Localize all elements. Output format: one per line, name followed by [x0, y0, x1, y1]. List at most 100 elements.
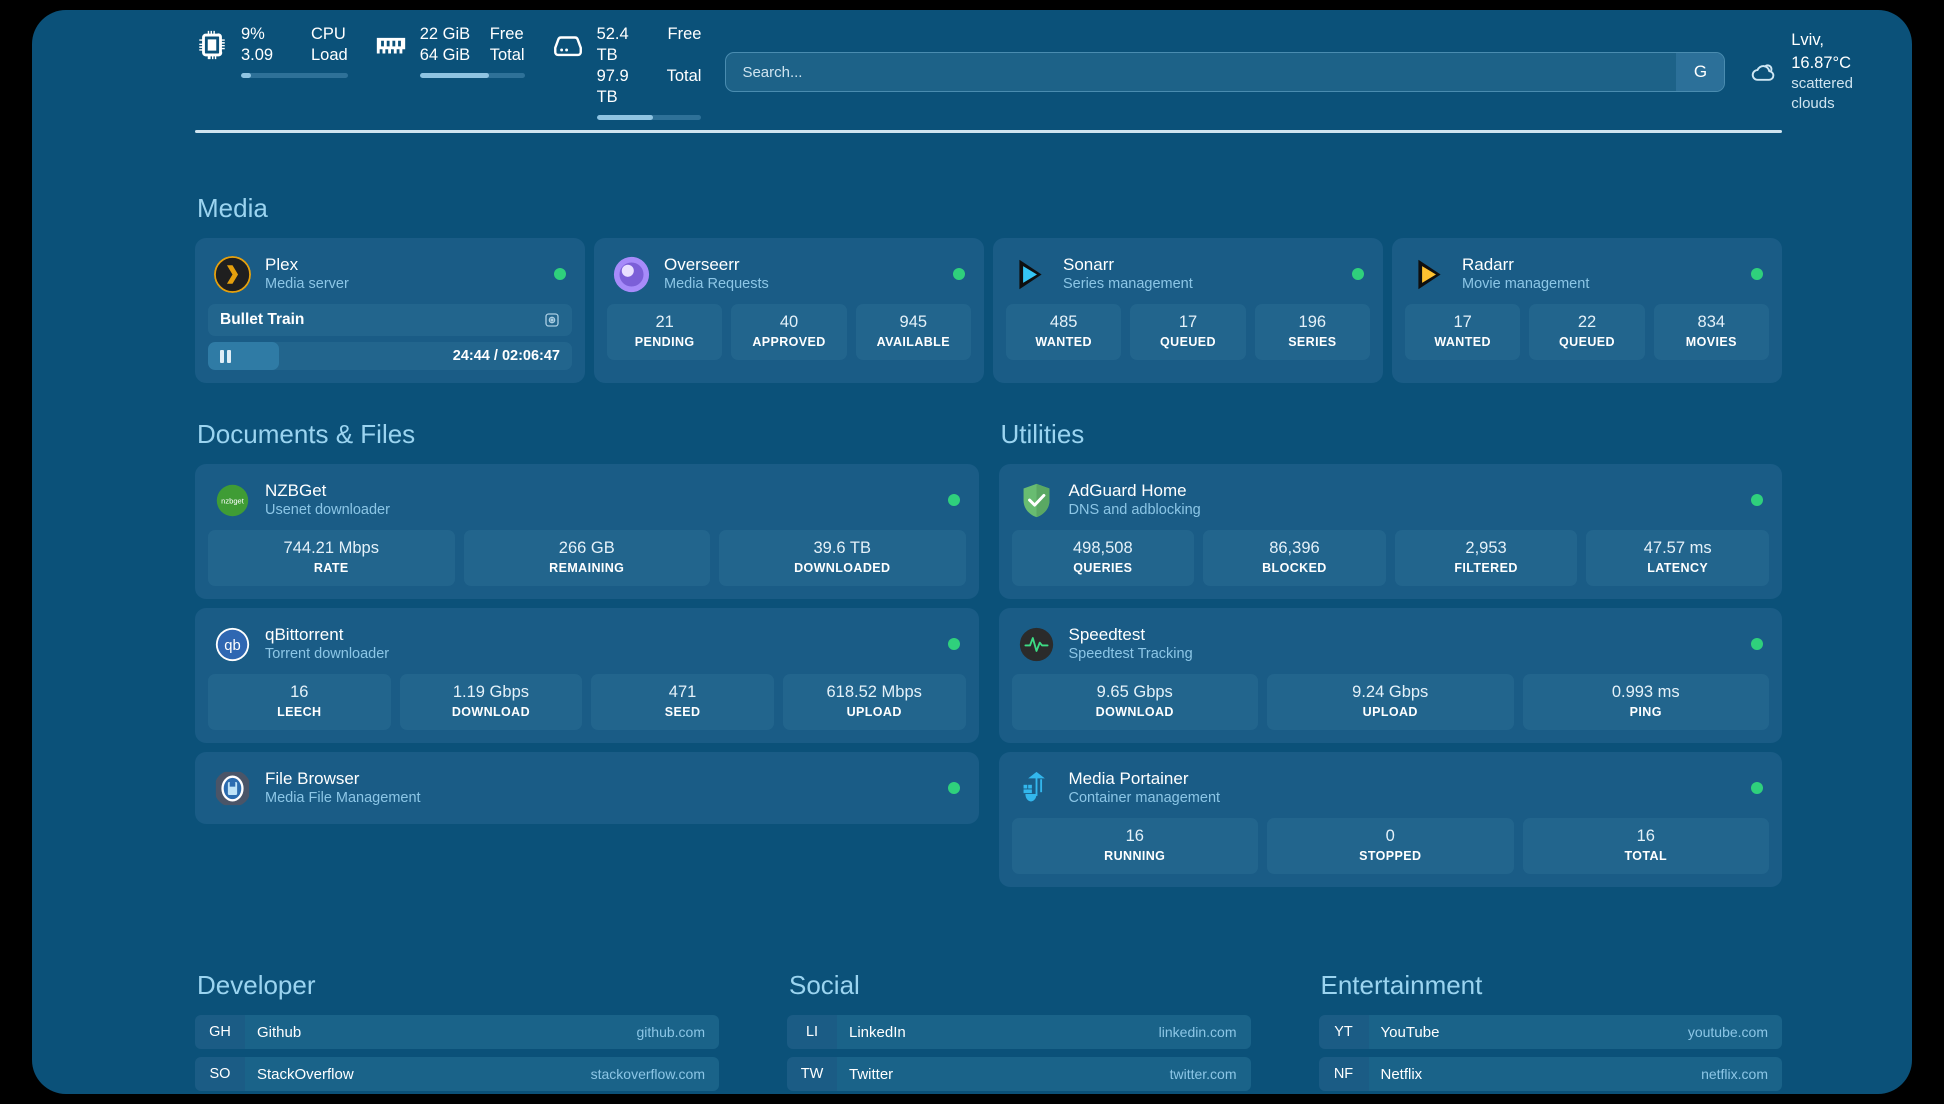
stat-item: 9.24 Gbps UPLOAD — [1267, 674, 1514, 731]
bookmark-name: LinkedIn — [849, 1023, 906, 1041]
weather-widget: Lviv, 16.87°C scattered clouds — [1749, 29, 1866, 114]
cpu-stat: 9% CPU 3.09 Load — [195, 24, 348, 78]
bookmarks-area: Developer GH Github github.com SO StackOv… — [195, 970, 1782, 1094]
qbittorrent-icon: qb — [214, 626, 251, 663]
portainer-icon — [1018, 770, 1055, 807]
service-card-sonarr[interactable]: Sonarr Series management 485 WANTED 17 QUE… — [993, 238, 1383, 384]
bookmark-title-developer: Developer — [197, 970, 316, 1001]
stat-item: 47.57 ms LATENCY — [1586, 530, 1769, 587]
bookmark-title-entertainment: Entertainment — [1320, 970, 1483, 1001]
nzbget-icon: nzbget — [214, 482, 251, 519]
bookmark-group-social: Social LI LinkedIn linkedin.com TW Twitte… — [787, 970, 1251, 1094]
memory-stat: 22 GiB Free 64 GiB Total — [374, 24, 525, 78]
bookmark-name: StackOverflow — [257, 1065, 354, 1083]
top-header: 9% CPU 3.09 Load 22 GiB Free 64 GiB Total — [195, 25, 1853, 121]
stat-item: 485 WANTED — [1006, 304, 1122, 361]
dashboard-frame: 9% CPU 3.09 Load 22 GiB Free 64 GiB Total — [32, 10, 1912, 1094]
plex-now-playing: Bullet Train — [208, 304, 572, 337]
weather-text: Lviv, 16.87°C scattered clouds — [1791, 29, 1866, 114]
svg-text:nzbget: nzbget — [221, 496, 245, 505]
bookmark-item[interactable]: LI LinkedIn linkedin.com — [787, 1015, 1251, 1050]
stat-item: 266 GB REMAINING — [463, 530, 710, 587]
service-card-nzbget[interactable]: nzbget NZBGet Usenet downloader 744.21 M… — [195, 464, 979, 600]
stat-item: 945 AVAILABLE — [855, 304, 971, 361]
service-card-plex[interactable]: Plex Media server Bullet Train — [195, 238, 585, 384]
bookmark-title-social: Social — [789, 970, 860, 1001]
service-card-overseerr[interactable]: Overseerr Media Requests 21 PENDING 40 APP… — [594, 238, 984, 384]
overseerr-desc: Media Requests — [664, 276, 769, 293]
search-engine-button[interactable]: G — [1676, 53, 1725, 91]
bookmark-item[interactable]: YT YouTube youtube.com — [1318, 1015, 1782, 1050]
stat-item: 16 LEECH — [208, 674, 391, 731]
section-title-media: Media — [197, 193, 268, 223]
utilities-section: Utilities AdGuard Home DNS and adblockin… — [998, 419, 1782, 896]
status-badge-speedtest — [1751, 638, 1763, 651]
filebrowser-icon — [214, 770, 251, 807]
bookmark-abbr: LI — [787, 1015, 837, 1050]
status-badge-qbittorrent — [947, 638, 960, 651]
status-badge-portainer — [1751, 782, 1763, 795]
bookmark-url: netflix.com — [1701, 1066, 1768, 1083]
service-card-filebrowser[interactable]: File Browser Media File Management — [195, 752, 979, 825]
media-section: Media Plex Media server — [195, 193, 1782, 384]
radarr-desc: Movie management — [1462, 276, 1590, 293]
plex-progress-row[interactable]: 24:44 / 02:06:47 — [208, 342, 572, 371]
stat-item: 16 RUNNING — [1011, 818, 1258, 875]
bookmark-item[interactable]: SO StackOverflow stackoverflow.com — [195, 1057, 719, 1092]
nzbget-desc: Usenet downloader — [265, 502, 390, 519]
plex-timecode: 24:44 / 02:06:47 — [452, 348, 560, 365]
plex-desc: Media server — [265, 276, 349, 293]
bookmark-group-developer: Developer GH Github github.com SO StackOv… — [195, 970, 719, 1094]
overseerr-name: Overseerr — [664, 255, 740, 274]
bookmark-url: twitter.com — [1169, 1066, 1237, 1083]
stat-item: 16 TOTAL — [1522, 818, 1769, 875]
bookmark-url: stackoverflow.com — [590, 1066, 705, 1083]
stat-item: 17 QUEUED — [1130, 304, 1246, 361]
memory-value-1: 22 GiB — [419, 24, 471, 43]
disk-readout: 52.4 TB Free 97.9 TB Total — [596, 24, 702, 121]
bookmark-abbr: SO — [195, 1057, 245, 1092]
stat-item: 471 SEED — [591, 674, 774, 731]
cpu-label-1: CPU — [311, 24, 346, 43]
weather-location-temp: Lviv, 16.87°C — [1791, 31, 1852, 72]
plex-icon — [214, 255, 251, 293]
portainer-name: Media Portainer — [1068, 769, 1189, 789]
stat-item: 9.65 Gbps DOWNLOAD — [1011, 674, 1258, 731]
service-card-portainer[interactable]: Media Portainer Container management 16 R… — [998, 752, 1782, 888]
bookmark-item[interactable]: NF Netflix netflix.com — [1318, 1057, 1782, 1092]
svg-text:qb: qb — [224, 638, 240, 654]
bookmark-item[interactable]: GH Github github.com — [195, 1015, 719, 1050]
memory-readout: 22 GiB Free 64 GiB Total — [419, 24, 525, 78]
service-card-qbittorrent[interactable]: qb qBittorrent Torrent downloader 16 LEEC… — [195, 608, 979, 744]
service-card-speedtest[interactable]: Speedtest Speedtest Tracking 9.65 Gbps DO… — [998, 608, 1782, 744]
disk-value-1: 52.4 TB — [596, 24, 629, 64]
gear-icon[interactable] — [544, 312, 560, 328]
bookmark-name: Netflix — [1380, 1065, 1423, 1083]
bookmark-item[interactable]: TW Twitter twitter.com — [787, 1057, 1251, 1092]
memory-label-2: Total — [489, 45, 525, 64]
disk-label-1: Free — [667, 24, 702, 43]
system-stats-group: 9% CPU 3.09 Load 22 GiB Free 64 GiB Total — [195, 24, 702, 121]
service-card-adguard[interactable]: AdGuard Home DNS and adblocking 498,508 Q… — [998, 464, 1782, 600]
stat-item: 21 PENDING — [607, 304, 723, 361]
status-badge-filebrowser — [947, 782, 960, 795]
status-badge-nzbget — [947, 494, 960, 507]
service-card-radarr[interactable]: Radarr Movie management 17 WANTED 22 QUEUE… — [1392, 238, 1782, 384]
disk-icon — [551, 28, 585, 62]
status-badge-adguard — [1751, 494, 1763, 507]
bookmark-group-entertainment: Entertainment YT YouTube youtube.com NF N… — [1318, 970, 1782, 1094]
nzbget-name: NZBGet — [265, 481, 327, 501]
bookmark-abbr: GH — [195, 1015, 245, 1050]
search-input[interactable]: Search... G — [725, 52, 1726, 92]
speedtest-icon — [1018, 626, 1055, 663]
cpu-readout: 9% CPU 3.09 Load — [241, 24, 348, 78]
plex-progress-fill — [208, 342, 279, 371]
section-title-utilities: Utilities — [1000, 419, 1085, 450]
bookmark-abbr: YT — [1318, 1015, 1369, 1050]
portainer-desc: Container management — [1068, 790, 1221, 807]
pause-icon[interactable] — [220, 349, 231, 363]
weather-condition: scattered clouds — [1791, 75, 1853, 113]
stat-item: 834 MOVIES — [1653, 304, 1769, 361]
bookmark-abbr: NF — [1318, 1057, 1369, 1092]
stat-item: 2,953 FILTERED — [1394, 530, 1578, 587]
